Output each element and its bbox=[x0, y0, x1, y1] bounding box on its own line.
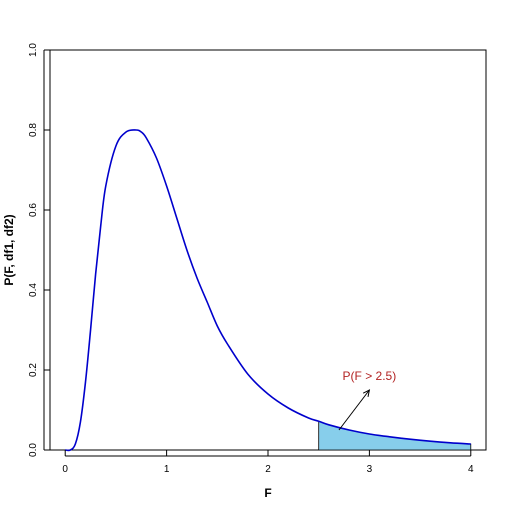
y-tick-label: 0.2 bbox=[28, 363, 39, 377]
y-axis-title: P(F, df1, df2) bbox=[2, 214, 16, 285]
annotation-arrowhead bbox=[362, 389, 371, 397]
shaded-tail-area bbox=[318, 420, 472, 451]
x-tick-label: 2 bbox=[265, 464, 271, 475]
x-tick-label: 4 bbox=[468, 464, 474, 475]
y-tick-label: 0.4 bbox=[28, 283, 39, 297]
y-tick-label: 0.0 bbox=[28, 443, 39, 457]
x-axis: 0 1 2 3 4 bbox=[62, 450, 474, 475]
x-tick-label: 3 bbox=[367, 464, 373, 475]
x-axis-title: F bbox=[264, 486, 271, 500]
annotation-label: P(F > 2.5) bbox=[343, 369, 397, 383]
y-tick-label: 1.0 bbox=[28, 43, 39, 57]
x-tick-label: 0 bbox=[62, 464, 68, 475]
y-axis: 0.0 0.2 0.4 0.6 0.8 1.0 bbox=[28, 43, 50, 457]
plot-frame bbox=[49, 49, 487, 451]
density-curve bbox=[65, 129, 471, 452]
y-tick-label: 0.6 bbox=[28, 203, 39, 217]
annotation-arrow bbox=[338, 389, 370, 431]
y-tick-label: 0.8 bbox=[28, 123, 39, 137]
x-tick-label: 1 bbox=[164, 464, 170, 475]
